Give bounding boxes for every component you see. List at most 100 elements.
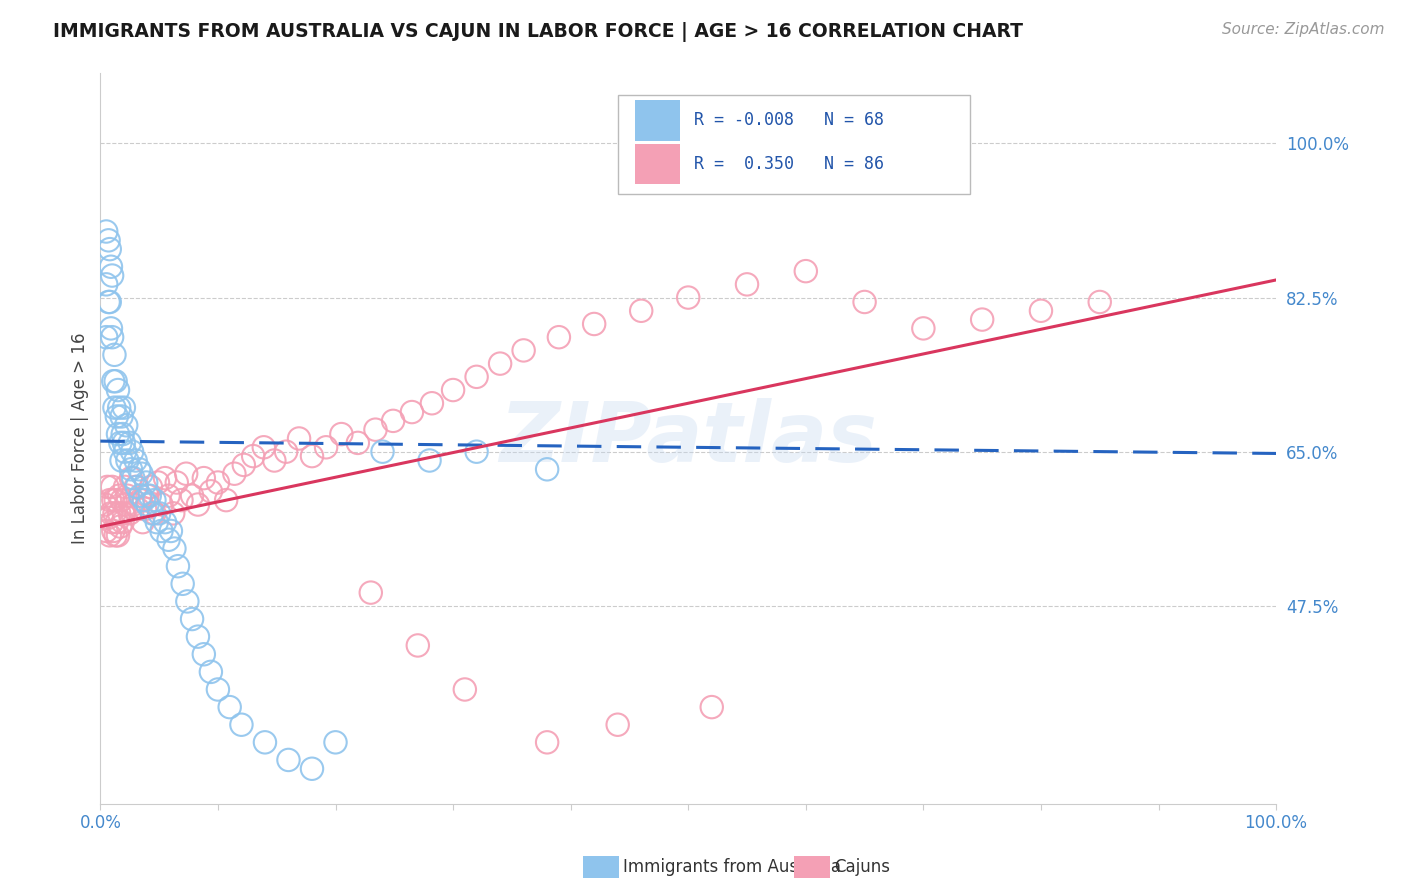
Point (301, 449, 323, 463)
Point (97, 295, 120, 310)
Point (215, 493, 238, 508)
Point (121, 444, 143, 458)
Point (103, 524, 125, 538)
Point (98, 242, 121, 256)
Point (288, 432, 311, 446)
Point (110, 493, 132, 508)
Point (101, 268, 124, 283)
Point (193, 471, 215, 485)
Point (676, 291, 699, 305)
Text: IMMIGRANTS FROM AUSTRALIA VS CAJUN IN LABOR FORCE | AGE > 16 CORRELATION CHART: IMMIGRANTS FROM AUSTRALIA VS CAJUN IN LA… (53, 22, 1024, 42)
Point (274, 444, 297, 458)
Point (103, 401, 125, 415)
Point (170, 493, 193, 508)
Point (146, 515, 169, 529)
Point (131, 467, 153, 481)
Point (135, 475, 157, 490)
Point (122, 471, 145, 485)
Point (104, 374, 127, 388)
Point (700, 700, 723, 714)
Point (110, 436, 132, 450)
Point (150, 524, 173, 538)
Point (277, 753, 299, 767)
Point (200, 484, 222, 499)
Point (181, 612, 204, 626)
Point (150, 498, 173, 512)
Y-axis label: In Labor Force | Age > 16: In Labor Force | Age > 16 (72, 333, 89, 544)
Point (172, 576, 194, 591)
Point (401, 405, 423, 419)
Point (125, 480, 148, 494)
Point (131, 515, 153, 529)
Point (406, 639, 429, 653)
Point (1029, 303, 1052, 318)
Point (118, 436, 141, 450)
Point (371, 444, 394, 458)
Point (536, 735, 558, 749)
Point (242, 449, 264, 463)
Point (100, 506, 122, 520)
Point (157, 489, 180, 503)
Point (100, 260, 122, 274)
Point (107, 383, 129, 397)
Point (94, 498, 117, 512)
Point (136, 489, 159, 503)
Point (536, 462, 558, 476)
Point (143, 493, 166, 508)
Point (224, 467, 246, 481)
Point (347, 436, 370, 450)
Point (101, 330, 124, 344)
Point (96, 480, 118, 494)
Point (187, 498, 209, 512)
Point (143, 506, 166, 520)
Point (129, 489, 152, 503)
Point (97, 233, 120, 247)
Point (187, 630, 209, 644)
Point (253, 735, 276, 749)
Point (360, 585, 382, 599)
Text: ZIPatlas: ZIPatlas (499, 398, 877, 479)
Point (606, 717, 628, 731)
Point (465, 369, 488, 384)
Point (157, 533, 180, 547)
Point (583, 317, 606, 331)
Point (110, 519, 132, 533)
Point (104, 528, 127, 542)
Point (330, 427, 353, 442)
Point (912, 321, 935, 335)
FancyBboxPatch shape (636, 145, 681, 185)
Point (98, 528, 121, 542)
Point (207, 682, 229, 697)
Point (112, 506, 135, 520)
Point (315, 440, 337, 454)
Point (441, 383, 464, 397)
Point (146, 475, 169, 490)
Point (107, 528, 129, 542)
Point (138, 489, 160, 503)
Point (128, 462, 150, 476)
Point (166, 475, 188, 490)
Point (115, 418, 138, 433)
Text: R =  0.350   N = 86: R = 0.350 N = 86 (695, 155, 884, 173)
Point (103, 348, 125, 362)
Point (97, 510, 120, 524)
Point (139, 480, 162, 494)
Point (176, 594, 198, 608)
Point (153, 471, 176, 485)
Point (364, 423, 387, 437)
Point (263, 453, 285, 467)
Point (117, 489, 139, 503)
Point (141, 506, 163, 520)
Point (111, 515, 134, 529)
Point (1088, 295, 1111, 310)
Point (454, 682, 477, 697)
Point (108, 401, 131, 415)
Point (96, 277, 118, 292)
Point (96, 524, 118, 538)
Point (111, 427, 134, 442)
Point (382, 414, 405, 428)
Point (253, 440, 276, 454)
Point (301, 762, 323, 776)
Point (103, 506, 125, 520)
Point (794, 264, 817, 278)
